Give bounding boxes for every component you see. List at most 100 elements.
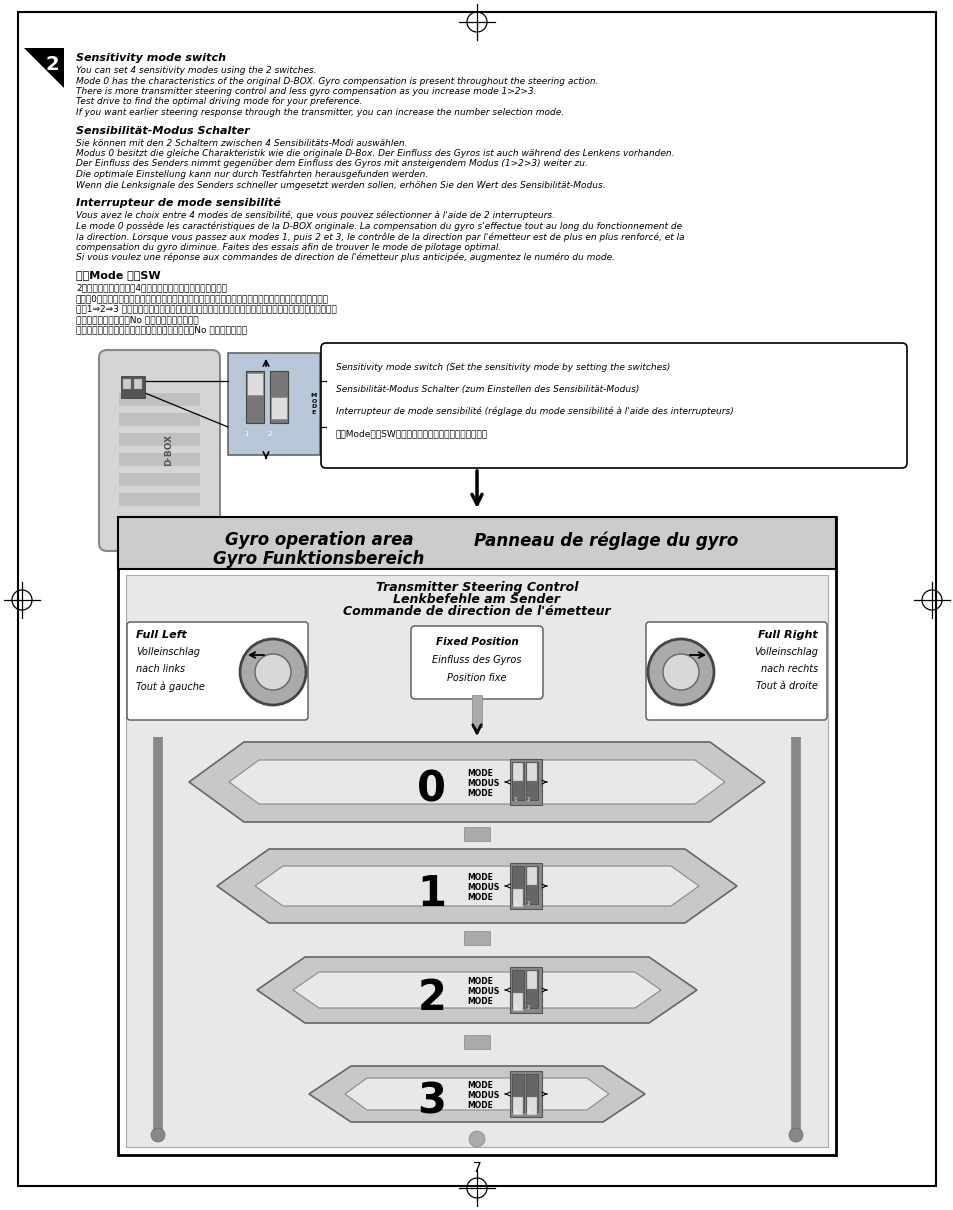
Text: Fixed Position: Fixed Position [436, 636, 517, 647]
Text: 1: 1 [244, 431, 248, 437]
Text: 2: 2 [268, 431, 273, 437]
Bar [510, 863, 541, 909]
FancyBboxPatch shape [411, 626, 542, 699]
Text: Tout à droite: Tout à droite [756, 681, 817, 691]
Text: 2つのスイッチの位置で4種類の感度モードが選択できます。: 2つのスイッチの位置で4種類の感度モードが選択できます。 [76, 283, 227, 293]
Bar [525, 866, 537, 904]
Text: Gyro operation area: Gyro operation area [225, 531, 413, 549]
Bar [510, 759, 541, 805]
Text: 3: 3 [417, 1081, 446, 1123]
Text: Position fixe: Position fixe [447, 673, 506, 682]
Text: Modus 0 besitzt die gleiche Charakteristik wie die originale D-Box. Der Einfluss: Modus 0 besitzt die gleiche Charakterist… [76, 149, 674, 159]
Text: nach links: nach links [136, 664, 185, 674]
Bar [512, 762, 523, 800]
Text: Sensibilität-Modus Schalter: Sensibilität-Modus Schalter [76, 126, 250, 136]
Text: Sensitivity mode switch: Sensitivity mode switch [76, 53, 226, 63]
Text: Lenkbefehle am Sender: Lenkbefehle am Sender [393, 593, 560, 606]
Text: Gyro Funktionsbereich: Gyro Funktionsbereich [213, 551, 424, 567]
Text: モード0は従来のジャイロと同じ特性です。ステアリング操作よりジャイロ補正が全域に優先されます。: モード0は従来のジャイロと同じ特性です。ステアリング操作よりジャイロ補正が全域に… [76, 294, 329, 302]
FancyBboxPatch shape [645, 622, 826, 720]
Bar [119, 473, 200, 486]
Bar [121, 376, 145, 398]
Polygon shape [229, 760, 724, 803]
Text: MODE: MODE [467, 1081, 493, 1090]
Polygon shape [216, 849, 737, 923]
Text: 0: 0 [417, 770, 446, 811]
Bar [118, 517, 835, 1156]
Bar [228, 353, 319, 455]
Bar [513, 993, 522, 1012]
Circle shape [240, 639, 306, 705]
Text: MODUS: MODUS [467, 779, 498, 788]
Bar [510, 1071, 541, 1117]
Text: ステアリングの初期反応を敟感にしたい時はモーNo を多くします。: ステアリングの初期反応を敟感にしたい時はモーNo を多くします。 [76, 325, 247, 334]
Circle shape [788, 1128, 802, 1142]
Text: MODE: MODE [467, 976, 493, 986]
Text: MODUS: MODUS [467, 1091, 498, 1100]
Text: Mode 0 has the characteristics of the original D-BOX. Gyro compensation is prese: Mode 0 has the characteristics of the or… [76, 76, 598, 86]
Text: 次に1⇒2⇒3 の順でジャイロでの補正割合が少なくなり、送信機のステアリング操作が優先されます。: 次に1⇒2⇒3 の順でジャイロでの補正割合が少なくなり、送信機のステアリング操作… [76, 305, 336, 313]
Bar [525, 1074, 537, 1112]
Text: MODUS: MODUS [467, 883, 498, 892]
Bar [270, 371, 288, 423]
Bar [126, 575, 827, 1147]
Text: MODE: MODE [467, 1101, 493, 1110]
Text: 1: 1 [417, 872, 446, 915]
Text: Panneau de réglage du gyro: Panneau de réglage du gyro [474, 531, 738, 549]
Text: la direction. Lorsque vous passez aux modes 1, puis 2 et 3, le contrôle de la di: la direction. Lorsque vous passez aux mo… [76, 232, 684, 242]
Text: 感度Mode 切替SW: 感度Mode 切替SW [76, 271, 160, 281]
Text: 2: 2 [417, 976, 446, 1019]
Bar [512, 970, 523, 1008]
Text: There is more transmitter steering control and less gyro compensation as you inc: There is more transmitter steering contr… [76, 87, 536, 96]
Text: MODE: MODE [467, 789, 493, 799]
Text: 1: 1 [513, 1006, 516, 1010]
Text: 1: 1 [513, 901, 516, 906]
Text: 走行させて最適なモーNo を見つけてください。: 走行させて最適なモーNo を見つけてください。 [76, 315, 198, 324]
Bar [510, 967, 541, 1013]
Text: If you want earlier steering response through the transmitter, you can increase : If you want earlier steering response th… [76, 108, 563, 117]
Bar [525, 970, 537, 1008]
Bar [463, 1035, 490, 1049]
Text: Tout à gauche: Tout à gauche [136, 681, 205, 691]
Text: MODUS: MODUS [467, 987, 498, 996]
Text: You can set 4 sensitivity modes using the 2 switches.: You can set 4 sensitivity modes using th… [76, 67, 316, 75]
Circle shape [662, 653, 699, 690]
Bar [463, 826, 490, 841]
Polygon shape [254, 866, 699, 906]
Text: Vous avez le choix entre 4 modes de sensibilité, que vous pouvez sélectionner à : Vous avez le choix entre 4 modes de sens… [76, 211, 555, 220]
Circle shape [647, 639, 713, 705]
Bar [512, 1074, 523, 1112]
Bar [472, 695, 481, 727]
Text: M
O
D
E: M O D E [311, 393, 316, 415]
Text: 1: 1 [513, 1110, 516, 1114]
Bar [526, 764, 537, 780]
Text: Der Einfluss des Senders nimmt gegenüber dem Einfluss des Gyros mit ansteigendem: Der Einfluss des Senders nimmt gegenüber… [76, 160, 587, 168]
Bar [246, 371, 264, 423]
Bar [513, 1097, 522, 1114]
Text: Interrupteur de mode sensibilité (réglage du mode sensibilité à l'aide des inter: Interrupteur de mode sensibilité (réglag… [335, 407, 733, 416]
Text: Sie können mit den 2 Schaltern zwischen 4 Sensibilitäts-Modi auswählen.: Sie können mit den 2 Schaltern zwischen … [76, 138, 407, 148]
Text: Le mode 0 possède les caractéristiques de la D-BOX originale. La compensation du: Le mode 0 possède les caractéristiques d… [76, 221, 681, 231]
Text: Sensibilität-Modus Schalter (zum Einstellen des Sensibilität-Modus): Sensibilität-Modus Schalter (zum Einstel… [335, 385, 639, 394]
Polygon shape [293, 972, 660, 1008]
Bar [119, 433, 200, 446]
Text: Die optimale Einstellung kann nur durch Testfahrten herausgefunden werden.: Die optimale Einstellung kann nur durch … [76, 169, 428, 179]
Text: 2: 2 [45, 56, 59, 75]
Text: MODE: MODE [467, 997, 493, 1006]
FancyBboxPatch shape [99, 350, 220, 551]
FancyBboxPatch shape [320, 342, 906, 468]
Bar [118, 517, 835, 569]
Bar [526, 868, 537, 885]
Text: D·BOX: D·BOX [164, 434, 173, 466]
Bar [247, 373, 263, 394]
Text: nach rechts: nach rechts [760, 664, 817, 674]
Circle shape [254, 653, 291, 690]
Bar [119, 413, 200, 426]
Polygon shape [189, 742, 764, 822]
Bar [513, 764, 522, 780]
Text: Si vous voulez une réponse aux commandes de direction de l'émetteur plus anticip: Si vous voulez une réponse aux commandes… [76, 253, 615, 263]
Text: 1: 1 [513, 797, 516, 802]
Bar [119, 453, 200, 466]
Bar [526, 1097, 537, 1114]
Polygon shape [24, 48, 64, 88]
